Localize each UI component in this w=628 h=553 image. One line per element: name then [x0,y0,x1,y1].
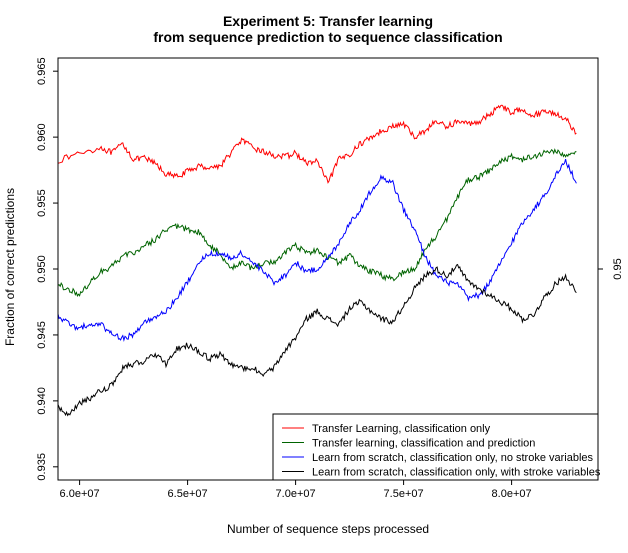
legend: Transfer Learning, classification only Tr… [272,413,601,481]
series-layer [57,104,577,417]
series-line-1 [57,104,577,184]
legend-label: Learn from scratch, classification only,… [312,467,601,479]
y-axis-label: Fraction of correct predictions [3,188,17,346]
x-tick-label: 7.0e+07 [276,488,316,500]
x-tick-label: 6.0e+07 [60,488,100,500]
series-line-3 [57,158,577,343]
y-tick-label: 0.935 [36,453,48,481]
y-tick-label: 0.965 [36,57,48,85]
y-tick-label: 0.940 [36,387,48,415]
x-tick-label: 6.5e+07 [168,488,208,500]
y-axis-right: 0.95 [598,258,624,280]
series-line-4 [57,263,577,417]
series-line-2 [57,148,577,297]
legend-box [272,413,599,481]
legend-label: Transfer Learning, classification only [312,423,491,435]
x-tick-label: 8.0e+07 [492,488,532,500]
y-tick-label: 0.945 [36,321,48,349]
chart-title-line-2: from sequence prediction to sequence cla… [153,29,502,45]
legend-label: Transfer learning, classification and pr… [312,438,535,450]
right-tick-label: 0.95 [612,258,624,279]
y-tick-label: 0.955 [36,189,48,217]
x-axis-label: Number of sequence steps processed [227,522,429,536]
y-tick-label: 0.950 [36,255,48,283]
y-tick-label: 0.960 [36,123,48,151]
legend-label: Learn from scratch, classification only,… [312,452,594,464]
chart-title-line-1: Experiment 5: Transfer learning [223,13,433,29]
x-tick-label: 7.5e+07 [384,488,424,500]
x-axis: 6.0e+07 6.5e+07 7.0e+07 7.5e+07 8.0e+07 [60,480,532,500]
y-axis: 0.935 0.940 0.945 0.950 0.955 0.960 0.965 [36,57,58,481]
